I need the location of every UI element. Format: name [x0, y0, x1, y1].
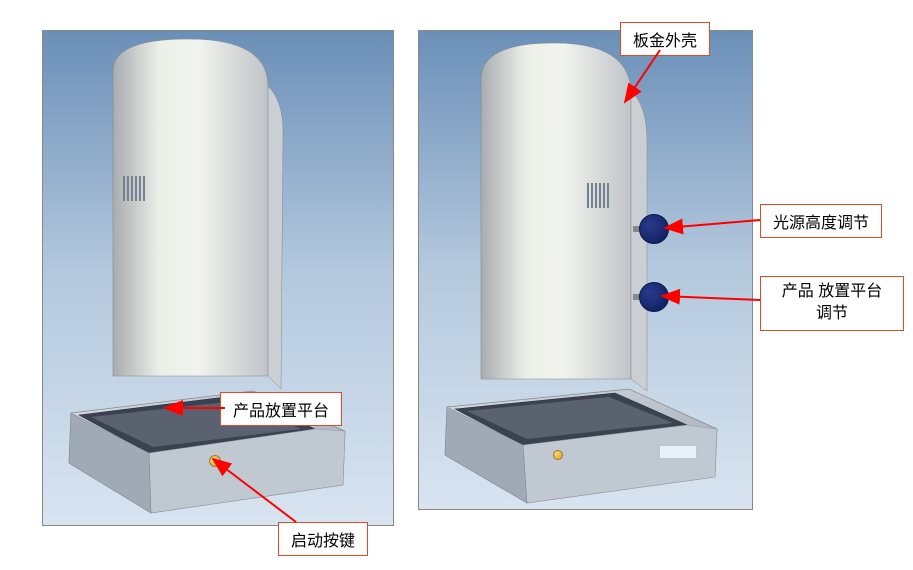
label-text: 板金外壳 [633, 33, 697, 50]
label-text: 启动按键 [291, 533, 355, 550]
diagram-canvas: 产品放置平台 启动按键 板金外壳 光源高度调节 产品 放置平台 调节 [0, 0, 913, 570]
device1-svg [43, 31, 395, 527]
device-view-front [42, 30, 394, 526]
light-height-knob[interactable] [639, 214, 669, 244]
label-platform-adjust: 产品 放置平台 调节 [760, 276, 904, 331]
label-light-height: 光源高度调节 [760, 204, 882, 238]
device2-svg [419, 31, 754, 511]
brand-plate [659, 445, 697, 459]
label-text-line2: 调节 [816, 305, 848, 322]
platform-adjust-knob[interactable] [639, 282, 669, 312]
device-view-side [418, 30, 753, 510]
label-product-platform: 产品放置平台 [220, 392, 342, 426]
label-start-button: 启动按键 [278, 522, 368, 556]
vent-grille-left [123, 176, 145, 201]
label-metal-shell: 板金外壳 [620, 22, 710, 56]
label-text-line1: 产品 放置平台 [782, 283, 882, 300]
start-button-2[interactable] [553, 450, 563, 460]
start-button[interactable] [209, 455, 221, 467]
label-text: 产品放置平台 [233, 403, 329, 420]
label-text: 光源高度调节 [773, 215, 869, 232]
vent-grille-right [587, 183, 609, 208]
